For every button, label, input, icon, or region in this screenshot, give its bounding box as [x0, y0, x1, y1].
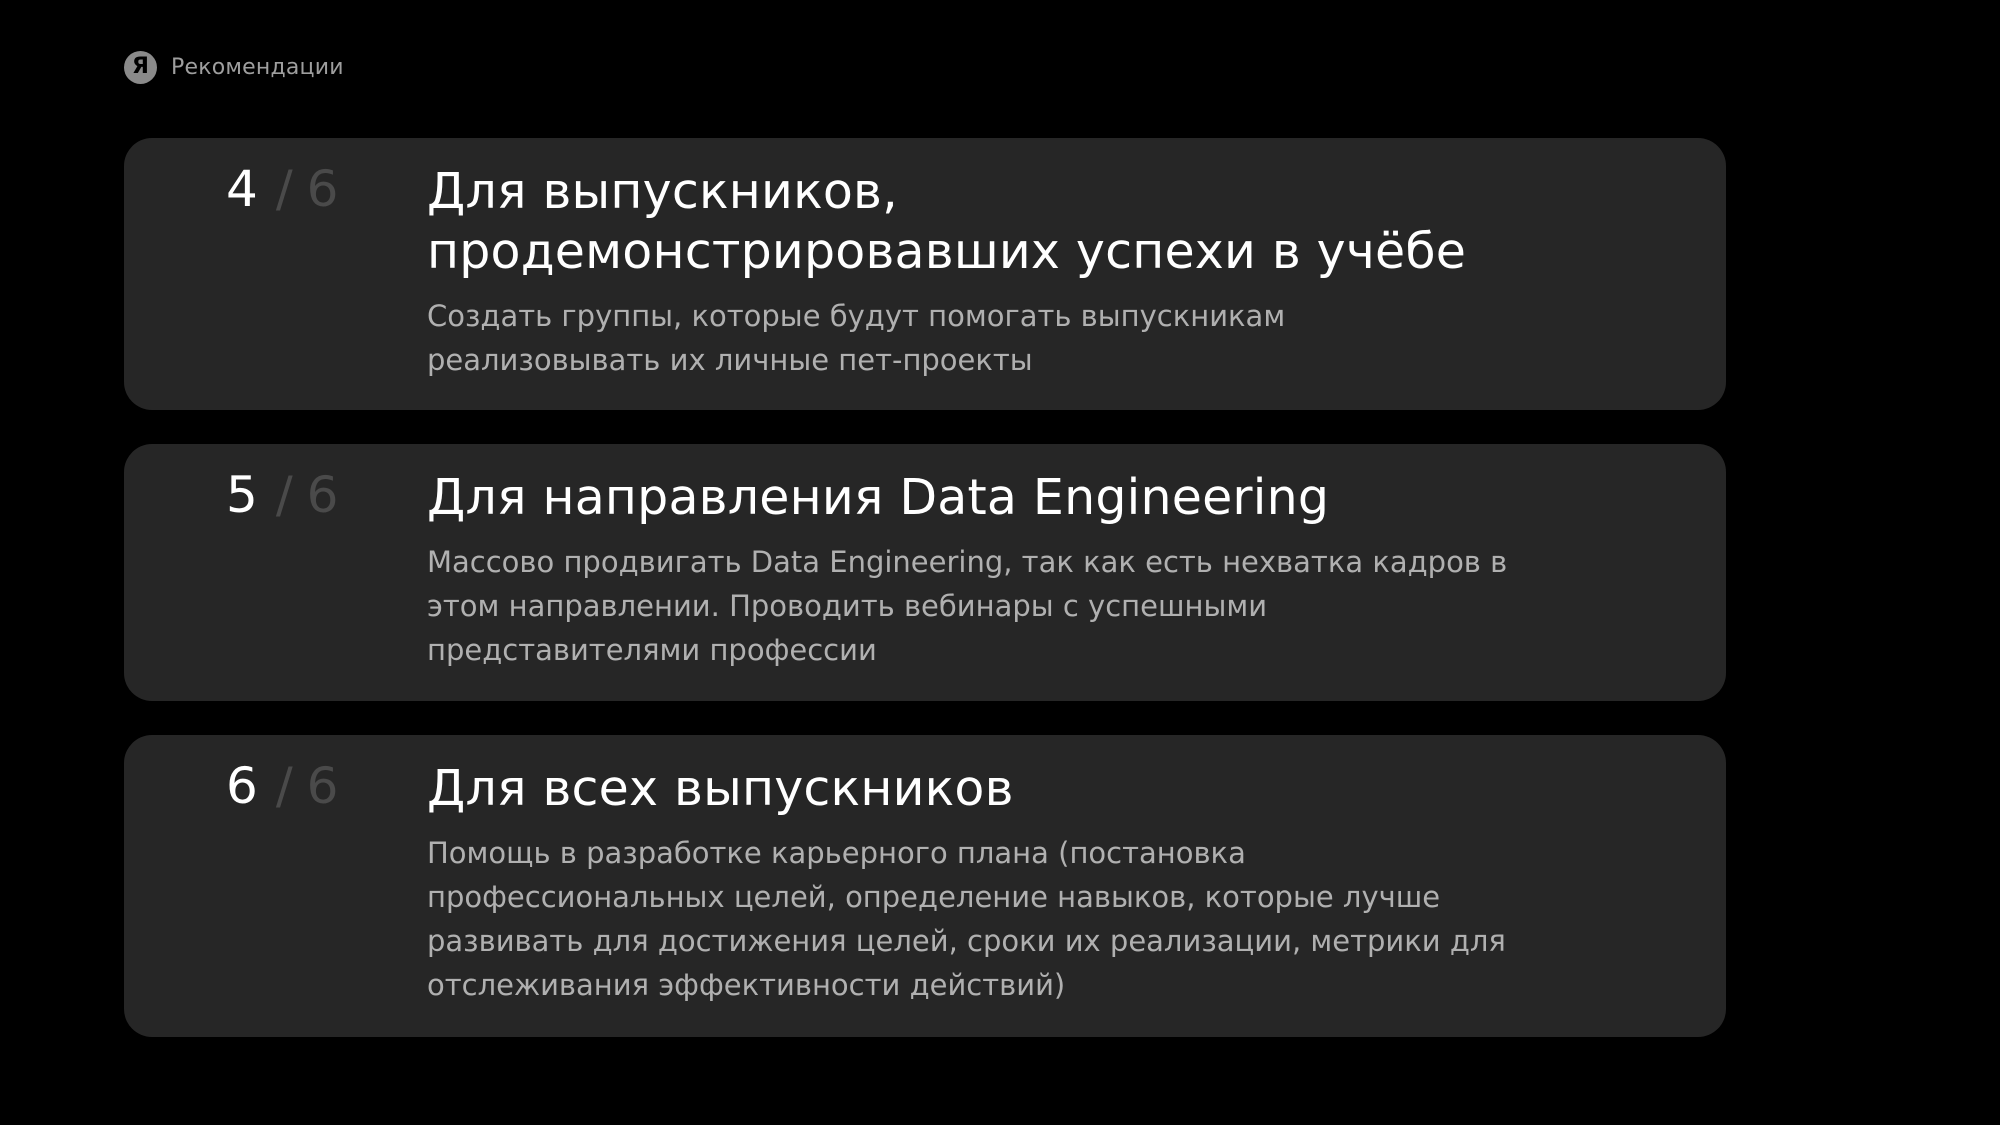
recommendation-card: 6/6 Для всех выпускников Помощь в разраб… [124, 735, 1726, 1037]
card-description: Создать группы, которые будут помогать в… [427, 299, 1286, 377]
counter-current: 5 [226, 466, 258, 524]
counter-total: 6 [306, 160, 339, 218]
card-counter: 6/6 [226, 761, 338, 811]
recommendation-card: 4/6 Для выпускников, продемонстрировавши… [124, 138, 1726, 410]
recommendation-card: 5/6 Для направления Data Engineering Мас… [124, 444, 1726, 701]
card-description: Массово продвигать Data Engineering, так… [427, 545, 1508, 667]
card-counter: 5/6 [226, 470, 338, 520]
counter-current: 4 [226, 160, 258, 218]
slide-header: Я Рекомендации [124, 50, 344, 84]
counter-total: 6 [306, 757, 339, 815]
counter-separator: / [275, 757, 293, 815]
yandex-logo-icon: Я [124, 50, 157, 84]
section-label: Рекомендации [171, 54, 344, 80]
card-counter: 4/6 [226, 164, 338, 214]
counter-separator: / [275, 160, 293, 218]
card-description: Помощь в разработке карьерного плана (по… [427, 836, 1506, 1002]
card-title: Для направления Data Engineering [427, 469, 1330, 526]
counter-current: 6 [226, 757, 258, 815]
card-title: Для выпускников, продемонстрировавших ус… [427, 163, 1467, 280]
counter-separator: / [275, 466, 293, 524]
counter-total: 6 [306, 466, 339, 524]
card-title: Для всех выпускников [427, 760, 1014, 817]
recommendation-cards: 4/6 Для выпускников, продемонстрировавши… [124, 138, 1726, 1037]
